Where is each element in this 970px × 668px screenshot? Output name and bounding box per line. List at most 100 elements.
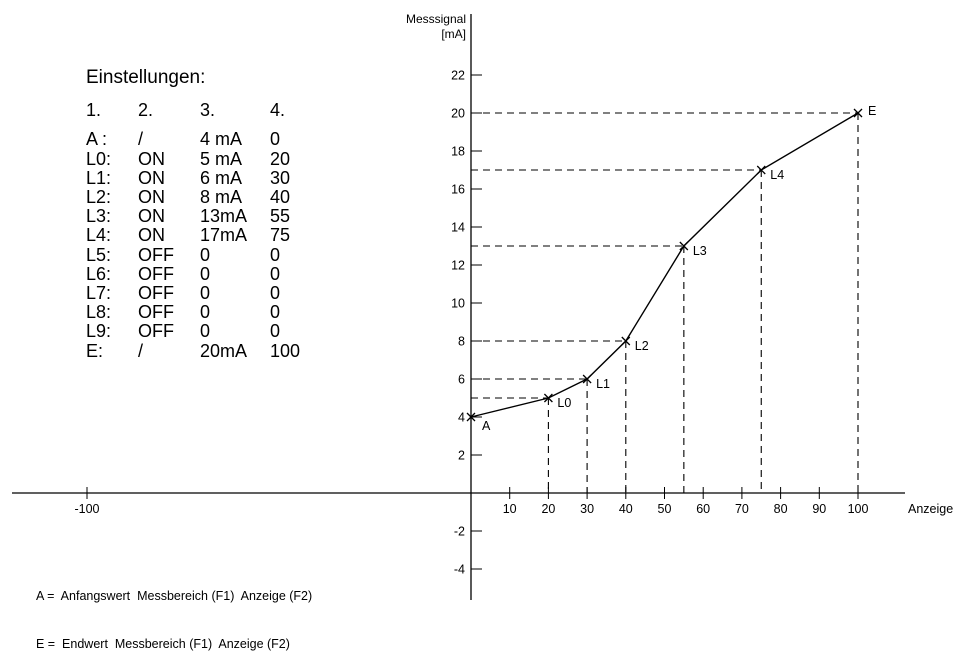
settings-cell: L8:	[86, 302, 112, 323]
point-label: L4	[770, 168, 784, 182]
x-tick-label: 20	[541, 502, 555, 516]
settings-cell: 0	[200, 263, 211, 284]
settings-cell: 0	[200, 244, 211, 265]
x-tick-label: 70	[735, 502, 749, 516]
settings-row: E: / 20mA 100	[86, 340, 320, 361]
settings-cell: 0	[200, 302, 211, 323]
settings-header-cell: 2.	[138, 100, 154, 121]
y-tick-label: 10	[451, 297, 465, 311]
point-marker	[466, 412, 476, 422]
y-tick-label: 16	[451, 183, 465, 197]
point-marker	[756, 165, 766, 175]
settings-cell: ON	[138, 206, 165, 227]
settings-cell: 0	[270, 321, 281, 342]
settings-cell: L5:	[86, 244, 112, 265]
settings-cell: E:	[86, 340, 104, 361]
settings-row: L9: OFF 0 0	[86, 322, 320, 341]
settings-cell: 0	[270, 263, 281, 284]
settings-cell: OFF	[138, 263, 174, 284]
x-tick-label: 80	[774, 502, 788, 516]
settings-cell: /	[138, 340, 144, 361]
settings-cell: 20mA	[200, 340, 248, 361]
settings-row: A : / 4 mA 0	[86, 130, 320, 149]
settings-cell: ON	[138, 187, 165, 208]
x-tick-label: 40	[619, 502, 633, 516]
settings-cell: ON	[138, 148, 165, 169]
legend-line-a: A = Anfangswert Messbereich (F1) Anzeige…	[36, 589, 313, 603]
settings-cell: 13mA	[200, 206, 248, 227]
settings-panel: Einstellungen: 1. 2. 3. 4. A : / 4 mA 0 L0: O…	[86, 68, 320, 361]
point-marker	[621, 336, 631, 346]
settings-row: L5: OFF 0 0	[86, 244, 320, 265]
settings-cell: 75	[270, 225, 291, 246]
settings-row: L8: OFF 0 0	[86, 303, 320, 322]
settings-row: L4: ON 17mA 75	[86, 226, 320, 245]
series-line	[470, 112, 859, 418]
settings-row: L7: OFF 0 0	[86, 283, 320, 304]
y-axis-label: Messsignal	[406, 12, 466, 26]
settings-cell: ON	[138, 167, 165, 188]
settings-cell: 0	[270, 244, 281, 265]
settings-cell: OFF	[138, 321, 174, 342]
settings-cell: L3:	[86, 206, 112, 227]
point-marker	[582, 374, 592, 384]
point-label: A	[482, 419, 491, 433]
y-tick-label: 4	[458, 411, 465, 425]
settings-cell: L9:	[86, 321, 112, 342]
settings-cell: 30	[270, 167, 291, 188]
settings-cell: L6:	[86, 263, 112, 284]
settings-row: L2: ON 8 mA 40	[86, 187, 320, 208]
x-tick-label: 50	[658, 502, 672, 516]
settings-cell: 20	[270, 148, 291, 169]
x-tick-label: 60	[696, 502, 710, 516]
settings-cell: L4:	[86, 225, 112, 246]
point-label: L1	[596, 377, 610, 391]
settings-cell: 40	[270, 187, 291, 208]
settings-cell: 4 mA	[200, 129, 243, 150]
settings-cell: L0:	[86, 148, 112, 169]
settings-cell: 100	[270, 340, 301, 361]
settings-cell: 5 mA	[200, 148, 243, 169]
settings-cell: 0	[270, 283, 281, 304]
y-tick-label: 6	[458, 373, 465, 387]
y-tick-label: 2	[458, 449, 465, 463]
x-axis-label: Anzeige	[908, 502, 953, 516]
x-tick-label: 90	[812, 502, 826, 516]
settings-cell: 0	[270, 302, 281, 323]
settings-cell: 17mA	[200, 225, 248, 246]
point-marker	[853, 108, 863, 118]
settings-cell: L7:	[86, 283, 112, 304]
y-tick-label: 22	[451, 69, 465, 83]
settings-cell: 55	[270, 206, 291, 227]
y-tick-label: -2	[454, 525, 465, 539]
settings-header-cell: 1.	[86, 100, 102, 121]
settings-title: Einstellungen:	[86, 67, 206, 88]
settings-cell: OFF	[138, 302, 174, 323]
settings-row: L6: OFF 0 0	[86, 263, 320, 284]
y-tick-label: -4	[454, 563, 465, 577]
point-marker	[679, 241, 689, 251]
y-tick-label: 14	[451, 221, 465, 235]
settings-cell: 8 mA	[200, 187, 243, 208]
settings-cell: 0	[270, 129, 281, 150]
y-tick-label: 20	[451, 107, 465, 121]
legend-line-e: E = Endwert Messbereich (F1) Anzeige (F2…	[36, 637, 290, 651]
settings-cell: L1:	[86, 167, 112, 188]
settings-cell: L2:	[86, 187, 112, 208]
settings-cell: A :	[86, 129, 108, 150]
y-tick-label: 12	[451, 259, 465, 273]
point-label: E	[868, 104, 876, 118]
settings-cell: 0	[200, 283, 211, 304]
settings-header-cell: 3.	[200, 100, 216, 121]
point-marker	[543, 393, 553, 403]
settings-cell: /	[138, 129, 144, 150]
settings-cell: OFF	[138, 283, 174, 304]
point-label: L3	[693, 244, 707, 258]
settings-cell: 0	[200, 321, 211, 342]
settings-row: L1: ON 6 mA 30	[86, 167, 320, 188]
x-tick-label: 30	[580, 502, 594, 516]
x-tick-label: -100	[74, 502, 99, 516]
settings-header-cell: 4.	[270, 100, 286, 121]
point-label: L0	[557, 396, 571, 410]
